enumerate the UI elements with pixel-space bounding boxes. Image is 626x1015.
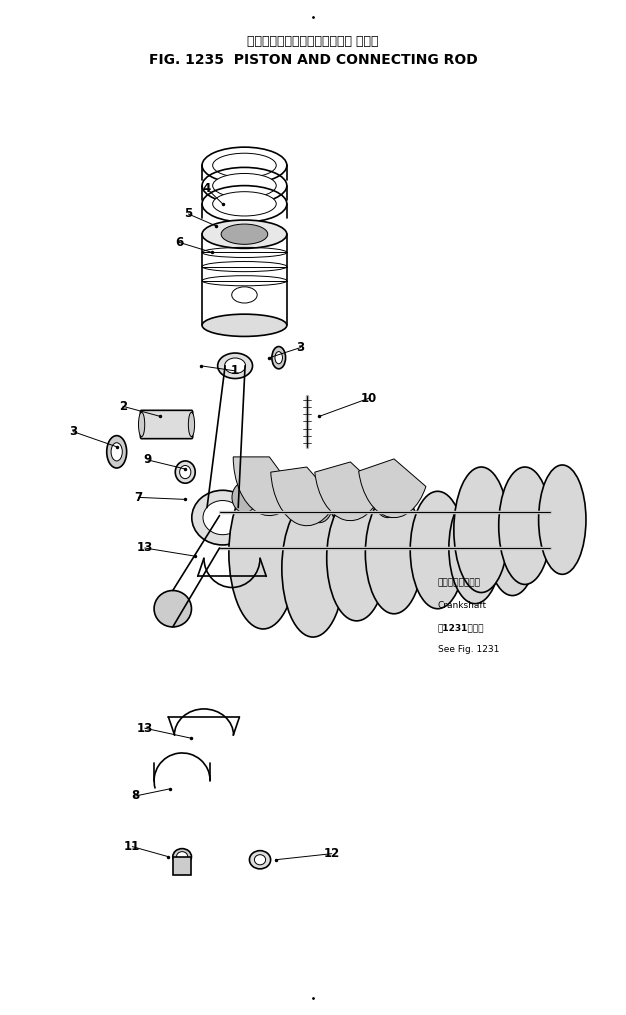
Ellipse shape xyxy=(232,287,257,303)
Ellipse shape xyxy=(106,435,126,468)
Ellipse shape xyxy=(307,492,332,523)
Ellipse shape xyxy=(188,412,195,436)
Text: Crankshaft: Crankshaft xyxy=(438,601,487,610)
Ellipse shape xyxy=(538,465,586,574)
Text: 4: 4 xyxy=(203,182,211,195)
Wedge shape xyxy=(233,457,297,516)
Ellipse shape xyxy=(203,500,242,535)
Wedge shape xyxy=(315,462,382,521)
Text: 8: 8 xyxy=(131,790,140,803)
Text: 12: 12 xyxy=(324,848,340,860)
Ellipse shape xyxy=(213,153,276,178)
Wedge shape xyxy=(271,467,336,526)
Text: 2: 2 xyxy=(119,400,127,413)
Ellipse shape xyxy=(221,224,268,245)
Ellipse shape xyxy=(180,466,191,479)
Wedge shape xyxy=(359,459,426,518)
Ellipse shape xyxy=(225,358,245,374)
Text: 図1231参照図: 図1231参照図 xyxy=(438,623,484,632)
Ellipse shape xyxy=(202,315,287,336)
Text: 11: 11 xyxy=(124,840,140,853)
Ellipse shape xyxy=(138,412,145,436)
Ellipse shape xyxy=(272,346,285,368)
Ellipse shape xyxy=(154,591,192,627)
Text: 5: 5 xyxy=(184,207,192,220)
Ellipse shape xyxy=(213,174,276,198)
Text: クランクシャフト: クランクシャフト xyxy=(438,579,481,588)
Ellipse shape xyxy=(202,220,287,249)
Ellipse shape xyxy=(275,351,282,363)
Text: 7: 7 xyxy=(135,491,143,503)
Ellipse shape xyxy=(229,477,297,629)
Ellipse shape xyxy=(282,499,344,637)
Text: 6: 6 xyxy=(175,235,183,249)
Ellipse shape xyxy=(499,467,551,585)
Text: 10: 10 xyxy=(361,392,377,405)
Ellipse shape xyxy=(175,461,195,483)
Text: 13: 13 xyxy=(136,722,153,735)
Text: 3: 3 xyxy=(69,425,77,438)
Ellipse shape xyxy=(232,482,257,513)
Ellipse shape xyxy=(366,492,423,614)
Ellipse shape xyxy=(192,490,254,545)
Ellipse shape xyxy=(111,443,122,461)
Ellipse shape xyxy=(454,467,509,593)
Ellipse shape xyxy=(254,855,265,865)
Text: FIG. 1235  PISTON AND CONNECTING ROD: FIG. 1235 PISTON AND CONNECTING ROD xyxy=(148,53,478,67)
FancyBboxPatch shape xyxy=(140,410,193,438)
Ellipse shape xyxy=(173,849,192,865)
Ellipse shape xyxy=(327,495,386,621)
Ellipse shape xyxy=(218,353,252,379)
Ellipse shape xyxy=(488,490,537,596)
Text: ピストンおよびコネクティング ロッド: ピストンおよびコネクティング ロッド xyxy=(247,36,379,49)
Text: 13: 13 xyxy=(136,541,153,554)
Ellipse shape xyxy=(249,851,270,869)
Text: 9: 9 xyxy=(144,454,152,467)
Ellipse shape xyxy=(376,487,400,518)
Ellipse shape xyxy=(410,491,465,609)
Text: See Fig. 1231: See Fig. 1231 xyxy=(438,646,499,654)
Ellipse shape xyxy=(449,492,501,604)
Text: 1: 1 xyxy=(231,364,239,378)
Polygon shape xyxy=(173,857,192,875)
Ellipse shape xyxy=(177,852,188,862)
Text: 3: 3 xyxy=(297,341,305,354)
Ellipse shape xyxy=(213,192,276,216)
